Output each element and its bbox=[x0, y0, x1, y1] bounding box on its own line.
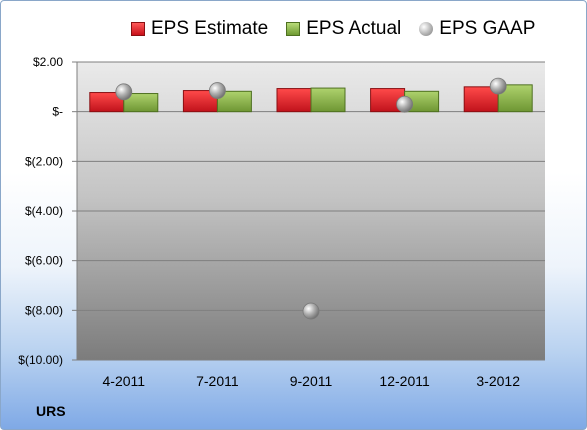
y-axis: $2.00 $- $(2.00) $(4.00) $(6.00) $(8.00) $(10.… bbox=[18, 55, 78, 367]
bars bbox=[89, 84, 533, 113]
ticker-label: URS bbox=[36, 403, 66, 419]
x-tick-label: 9-2011 bbox=[290, 373, 333, 389]
point-eps-gaap bbox=[208, 82, 226, 99]
legend-item-eps-actual: EPS Actual bbox=[286, 18, 401, 40]
x-tick-label: 7-2011 bbox=[196, 373, 239, 389]
bar-eps-actual bbox=[216, 90, 252, 113]
point-eps-gaap bbox=[396, 95, 414, 113]
point-eps-gaap bbox=[489, 77, 507, 95]
y-tick-label: $(8.00) bbox=[25, 303, 63, 317]
point-eps-gaap bbox=[302, 302, 320, 320]
legend-label-eps-estimate: EPS Estimate bbox=[151, 18, 269, 39]
legend-item-eps-estimate: EPS Estimate bbox=[131, 18, 268, 40]
legend-swatch-eps-gaap bbox=[419, 22, 434, 36]
x-tick-label: 12-2011 bbox=[379, 373, 430, 389]
point-eps-gaap bbox=[115, 83, 133, 101]
gaap-points bbox=[115, 77, 507, 320]
legend-label-eps-actual: EPS Actual bbox=[306, 18, 402, 39]
bar-eps-actual bbox=[123, 93, 159, 113]
bar-eps-actual bbox=[310, 87, 346, 113]
x-axis: 4-2011 7-2011 9-2011 12-2011 3-2012 bbox=[103, 373, 521, 389]
legend-label-eps-gaap: EPS GAAP bbox=[439, 18, 536, 39]
y-tick-label: $- bbox=[52, 105, 63, 119]
legend-item-eps-gaap: EPS GAAP bbox=[419, 18, 535, 40]
y-tick-label: $(4.00) bbox=[25, 204, 63, 218]
legend-swatch-eps-actual bbox=[286, 22, 301, 36]
y-tick-label: $(10.00) bbox=[18, 353, 63, 367]
y-tick-label: $(6.00) bbox=[25, 254, 63, 268]
x-tick-label: 4-2011 bbox=[103, 373, 146, 389]
y-tick-label: $(2.00) bbox=[25, 154, 63, 168]
bar-eps-estimate bbox=[276, 88, 312, 113]
y-tick-label: $2.00 bbox=[33, 55, 63, 69]
x-tick-label: 3-2012 bbox=[476, 373, 520, 389]
legend-swatch-eps-estimate bbox=[131, 22, 145, 36]
legend: EPS Estimate EPS Actual EPS GAAP bbox=[131, 13, 535, 45]
